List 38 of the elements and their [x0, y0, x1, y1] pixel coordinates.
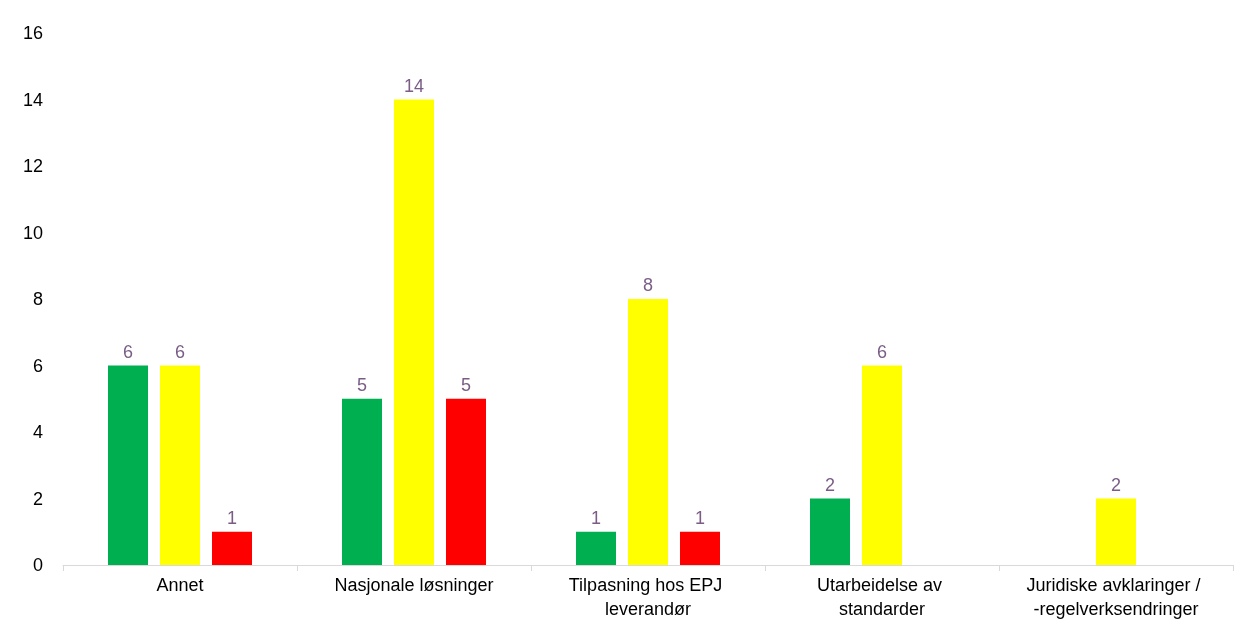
bar — [394, 99, 434, 565]
data-label: 1 — [590, 507, 602, 528]
bar — [862, 365, 902, 565]
y-tick-label: 0 — [32, 555, 43, 575]
data-label: 8 — [642, 275, 654, 295]
x-tick-label: Annet — [156, 575, 204, 595]
data-label: 6 — [876, 341, 888, 362]
bar — [680, 531, 720, 565]
data-label: 6 — [174, 341, 186, 362]
data-label: 1 — [694, 507, 706, 528]
bar — [212, 531, 252, 565]
x-tick-label: Tilpasning hos EPJ leverandør — [568, 575, 728, 619]
y-tick-label: 8 — [32, 289, 43, 309]
data-label: 1 — [226, 507, 238, 528]
data-label: 14 — [403, 75, 425, 96]
y-tick-label: 14 — [22, 89, 43, 110]
bar — [342, 398, 382, 565]
y-tick-label: 12 — [22, 156, 43, 176]
bar — [446, 398, 486, 565]
x-tick-label: Utarbeidelse av standarder — [816, 575, 948, 619]
bar — [576, 531, 616, 565]
bar — [108, 365, 148, 565]
x-tick-label: Juridiske avklaringer / -regelverksendringer — [1026, 575, 1206, 619]
data-label: 2 — [1110, 474, 1122, 495]
y-tick-label: 16 — [22, 23, 43, 43]
data-label: 5 — [356, 374, 368, 395]
data-label: 5 — [460, 374, 472, 395]
x-tick-label: Nasjonale løsninger — [334, 575, 494, 595]
data-label: 2 — [824, 474, 836, 495]
bar — [628, 299, 668, 565]
y-tick-label: 4 — [32, 422, 43, 442]
y-tick-label: 2 — [32, 488, 43, 509]
bar — [160, 365, 200, 565]
bar — [1096, 498, 1136, 565]
y-tick-label: 6 — [32, 355, 43, 376]
bar — [810, 498, 850, 565]
data-label: 6 — [122, 341, 134, 362]
y-tick-label: 10 — [22, 222, 43, 243]
